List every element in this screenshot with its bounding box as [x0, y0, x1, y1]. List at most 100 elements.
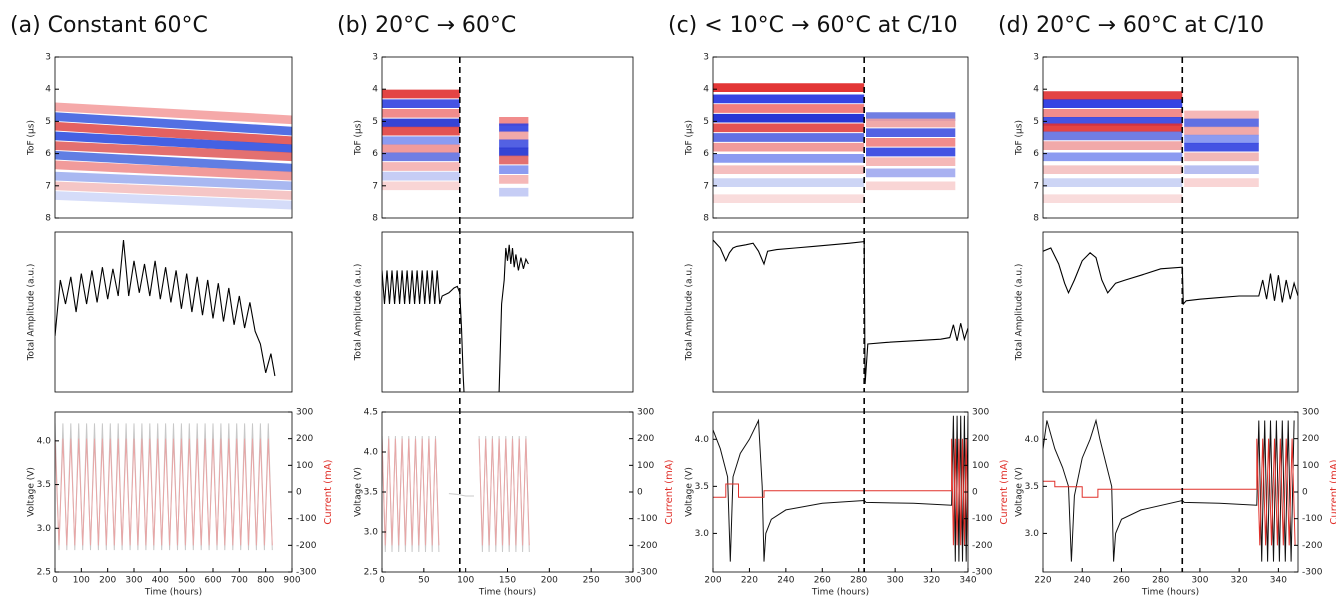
y-axis-label: Voltage (V): [27, 467, 37, 517]
y2-tick-label: 0: [1302, 488, 1308, 498]
y-axis-label: ToF (μs): [354, 120, 364, 156]
amplitude-line: [1043, 247, 1298, 306]
y-tick-label: 5: [45, 117, 51, 127]
y2-tick-label: -200: [637, 541, 658, 551]
y-tick-label: 4: [45, 85, 51, 95]
y2-tick-label: -300: [972, 568, 993, 578]
y2-tick-label: 200: [637, 434, 654, 444]
x-tick-label: 240: [777, 576, 794, 586]
x-tick-label: 100: [73, 576, 90, 586]
y2-tick-label: 0: [296, 488, 302, 498]
y-tick-label: 3: [703, 53, 709, 63]
x-tick-label: 400: [152, 576, 169, 586]
y2-tick-label: -200: [1302, 541, 1323, 551]
tof-stripe: [55, 191, 292, 210]
panel: (a) Constant 60°C ToF (μs) 3 4 5 6 7 8: [10, 13, 293, 224]
y-axis-label: Voltage (V): [354, 467, 364, 517]
x-axis-label: Time (hours): [478, 588, 536, 598]
x-tick-label: 150: [499, 576, 516, 586]
y-tick-label: 8: [372, 214, 378, 224]
y-axis-label: ToF (μs): [27, 120, 37, 156]
panel-frame: [381, 56, 634, 219]
x-tick-label: 50: [418, 576, 430, 586]
y-axis-label: Voltage (V): [685, 467, 695, 517]
y2-tick-label: -300: [637, 568, 658, 578]
amplitude-line: [55, 239, 276, 377]
y2-tick-label: -200: [972, 541, 993, 551]
y-axis-label: Voltage (V): [1015, 467, 1025, 517]
y-tick-label: 7: [1033, 181, 1039, 191]
y-axis-label: Total Amplitude (a.u.): [27, 264, 37, 362]
y2-tick-label: 0: [637, 488, 643, 498]
tof-stripe: [55, 160, 292, 181]
panel: Voltage (V) Current (mA) Time (hours) 2.5 3.…: [27, 408, 335, 598]
y2-axis-label: Current (mA): [1329, 459, 1336, 524]
y2-tick-label: -100: [972, 514, 993, 524]
y-tick-label: 3.0: [364, 528, 379, 538]
y2-tick-label: 200: [296, 434, 313, 444]
x-tick-label: 200: [704, 576, 721, 586]
y-tick-label: 5: [703, 117, 709, 127]
y-tick-label: 4: [372, 85, 378, 95]
y-tick-label: 6: [703, 149, 709, 159]
current-line: [713, 438, 968, 546]
y-tick-label: 2.5: [364, 568, 378, 578]
y-tick-label: 8: [703, 214, 709, 224]
x-tick-label: 600: [204, 576, 221, 586]
x-tick-label: 320: [923, 576, 940, 586]
x-tick-label: 300: [125, 576, 142, 586]
plot-area: [713, 239, 968, 385]
x-tick-label: 200: [99, 576, 116, 586]
y-tick-label: 3.0: [695, 529, 710, 539]
plot-area: [382, 435, 530, 553]
y2-tick-label: 100: [1302, 461, 1319, 471]
y2-axis-label: Current (mA): [999, 459, 1010, 524]
y-tick-label: 5: [372, 117, 378, 127]
panel-frame: [712, 56, 969, 219]
panel: Voltage (V) Current (mA) Time (hours) 2.5 3.…: [354, 398, 675, 598]
y2-tick-label: -300: [296, 568, 317, 578]
y-axis-label: Total Amplitude (a.u.): [1015, 264, 1025, 362]
x-tick-label: 340: [959, 576, 976, 586]
y-tick-label: 6: [372, 149, 378, 159]
plot-area: [382, 244, 529, 392]
panel-title: (b) 20°C → 60°C: [337, 13, 516, 38]
amplitude-line: [713, 239, 968, 385]
panel: Voltage (V) Current (mA) Time (hours) 3.0 3.…: [685, 398, 1010, 598]
tof-stripe: [55, 181, 292, 200]
y2-tick-label: 100: [637, 461, 654, 471]
y-tick-label: 3.5: [1025, 482, 1039, 492]
y-tick-label: 3: [45, 53, 51, 63]
y2-tick-label: 100: [972, 461, 989, 471]
plot-area: [55, 239, 276, 377]
y-tick-label: 8: [1033, 214, 1039, 224]
plot-area: [1043, 418, 1296, 562]
y-tick-label: 4.0: [695, 435, 710, 445]
y-tick-label: 4.0: [364, 448, 379, 458]
y-tick-label: 7: [45, 181, 51, 191]
tof-stripe: [55, 141, 292, 162]
x-tick-label: 0: [379, 576, 385, 586]
tof-stripe: [55, 102, 292, 125]
x-tick-label: 340: [1270, 576, 1287, 586]
x-tick-label: 500: [178, 576, 195, 586]
x-tick-label: 220: [1034, 576, 1051, 586]
amplitude-line: [382, 244, 529, 392]
plot-area: [55, 423, 273, 551]
y-axis-label: ToF (μs): [685, 120, 695, 156]
y-tick-label: 3: [372, 53, 378, 63]
x-tick-label: 200: [541, 576, 558, 586]
panel-frame: [1042, 411, 1299, 573]
panel-frame: [381, 231, 634, 393]
y2-tick-label: 100: [296, 461, 313, 471]
y-tick-label: 7: [372, 181, 378, 191]
tof-stripe: [55, 150, 292, 173]
y-tick-label: 4.0: [1025, 435, 1040, 445]
y-tick-label: 7: [703, 181, 709, 191]
plot-area: [382, 89, 529, 197]
panel-frame: [712, 231, 969, 393]
panel: (d) 20°C → 60°C at C/10 ToF (μs) 3 4 5 6 7 8: [998, 13, 1299, 224]
panel-frame: [54, 411, 293, 573]
x-tick-label: 700: [231, 576, 248, 586]
